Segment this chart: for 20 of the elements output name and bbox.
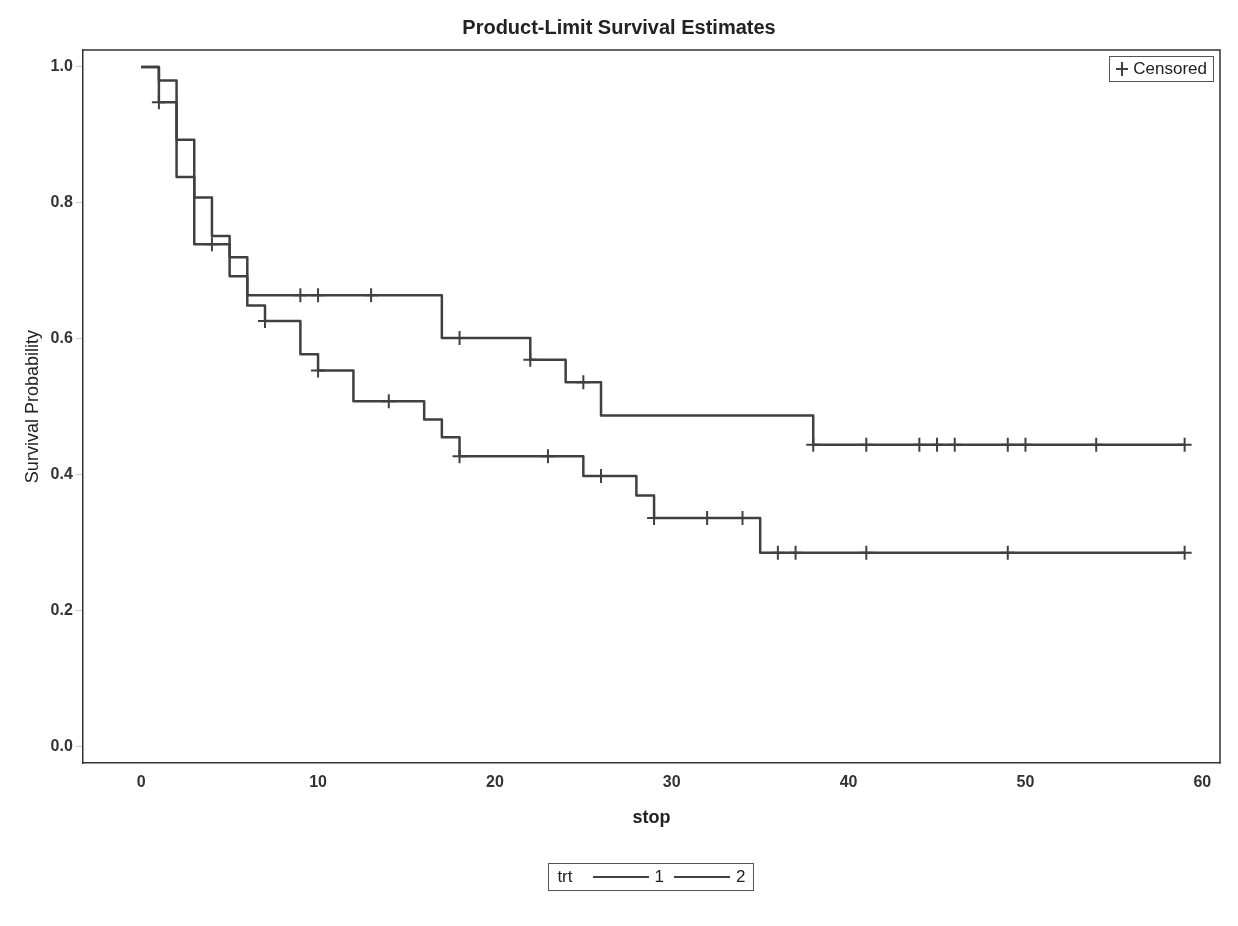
- x-tick-label: 40: [839, 773, 858, 791]
- x-axis-title: stop: [632, 807, 671, 828]
- x-tick-label: 30: [662, 773, 681, 791]
- chart-title: Product-Limit Survival Estimates: [462, 15, 776, 38]
- y-axis-title: Survival Probability: [21, 330, 42, 484]
- x-tick-label: 10: [309, 773, 328, 791]
- y-tick-label: 0.8: [50, 193, 73, 211]
- y-tick-label: 1.0: [50, 57, 73, 75]
- legend-label: Censored: [1133, 59, 1207, 79]
- x-tick-label: 50: [1016, 773, 1035, 791]
- legend-title: trt: [557, 867, 573, 887]
- x-tick-label: 60: [1193, 773, 1212, 791]
- y-tick-label: 0.6: [50, 329, 73, 347]
- y-tick-label: 0.4: [50, 464, 73, 482]
- x-tick-label: 20: [486, 773, 504, 791]
- legend-label: 2: [735, 867, 746, 887]
- x-tick-label: 0: [136, 773, 146, 791]
- y-tick-label: 0.2: [50, 600, 73, 618]
- y-tick-label: 0.0: [50, 736, 73, 754]
- legend-label: 1: [654, 867, 664, 887]
